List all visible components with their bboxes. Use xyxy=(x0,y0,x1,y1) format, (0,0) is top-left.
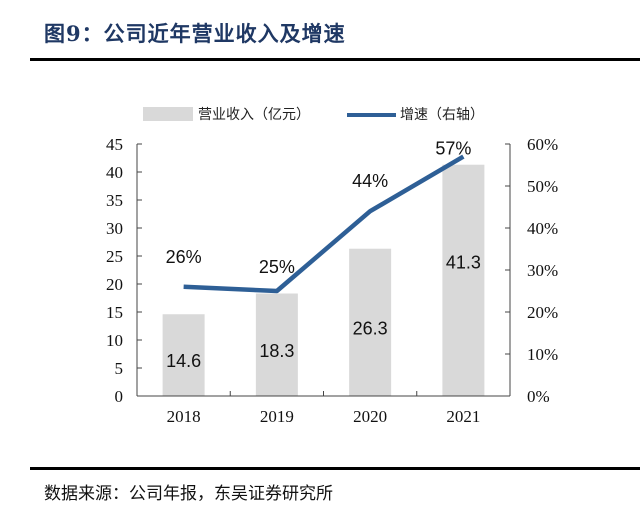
bar-label-2019: 18.3 xyxy=(259,341,294,361)
bar-revenue-2021 xyxy=(442,164,485,396)
growth-label-2018: 26% xyxy=(166,247,202,267)
bar-label-2018: 14.6 xyxy=(166,351,201,371)
right-tick-label: 30% xyxy=(527,261,558,280)
growth-line xyxy=(183,154,465,294)
right-tick-label: 40% xyxy=(527,219,558,238)
left-tick-label: 10 xyxy=(106,331,123,350)
right-tick-label: 20% xyxy=(527,303,558,322)
x-tick-label-2019: 2019 xyxy=(260,407,294,426)
bar-revenue-2018 xyxy=(162,314,205,396)
source-note: 数据来源：公司年报，东吴证券研究所 xyxy=(44,484,333,504)
left-tick-label: 25 xyxy=(106,247,123,266)
bar-label-2021: 41.3 xyxy=(446,252,481,272)
legend-label-growth: 增速（右轴） xyxy=(400,107,484,123)
left-tick-label: 35 xyxy=(106,191,123,210)
left-tick-label: 15 xyxy=(106,303,123,322)
right-tick-label: 10% xyxy=(527,345,558,364)
title-rule xyxy=(30,58,640,61)
growth-label-2021: 57% xyxy=(435,139,471,159)
bar-revenue-2019 xyxy=(255,293,298,396)
left-tick-label: 20 xyxy=(106,275,123,294)
left-tick-label: 30 xyxy=(106,219,123,238)
source-rule xyxy=(30,467,640,470)
legend: 营业收入（亿元） 增速（右轴） xyxy=(143,107,484,123)
right-tick-label: 60% xyxy=(527,135,558,154)
growth-label-2020: 44% xyxy=(352,171,388,191)
legend-label-revenue: 营业收入（亿元） xyxy=(198,107,310,123)
right-tick-label: 50% xyxy=(527,177,558,196)
left-tick-label: 40 xyxy=(106,163,123,182)
growth-label-2019: 25% xyxy=(259,257,295,277)
legend-swatch-revenue xyxy=(143,107,193,121)
left-tick-label: 0 xyxy=(115,387,124,406)
figure-title: 图9：公司近年营业收入及增速 xyxy=(44,21,346,46)
left-tick-label: 45 xyxy=(106,135,123,154)
x-tick-label-2020: 2020 xyxy=(353,407,387,426)
left-tick-label: 5 xyxy=(115,359,124,378)
right-tick-label: 0% xyxy=(527,387,550,406)
bar-label-2020: 26.3 xyxy=(353,318,388,338)
x-tick-label-2021: 2021 xyxy=(446,407,480,426)
x-tick-label-2018: 2018 xyxy=(167,407,201,426)
bar-revenue-2020 xyxy=(349,248,392,396)
